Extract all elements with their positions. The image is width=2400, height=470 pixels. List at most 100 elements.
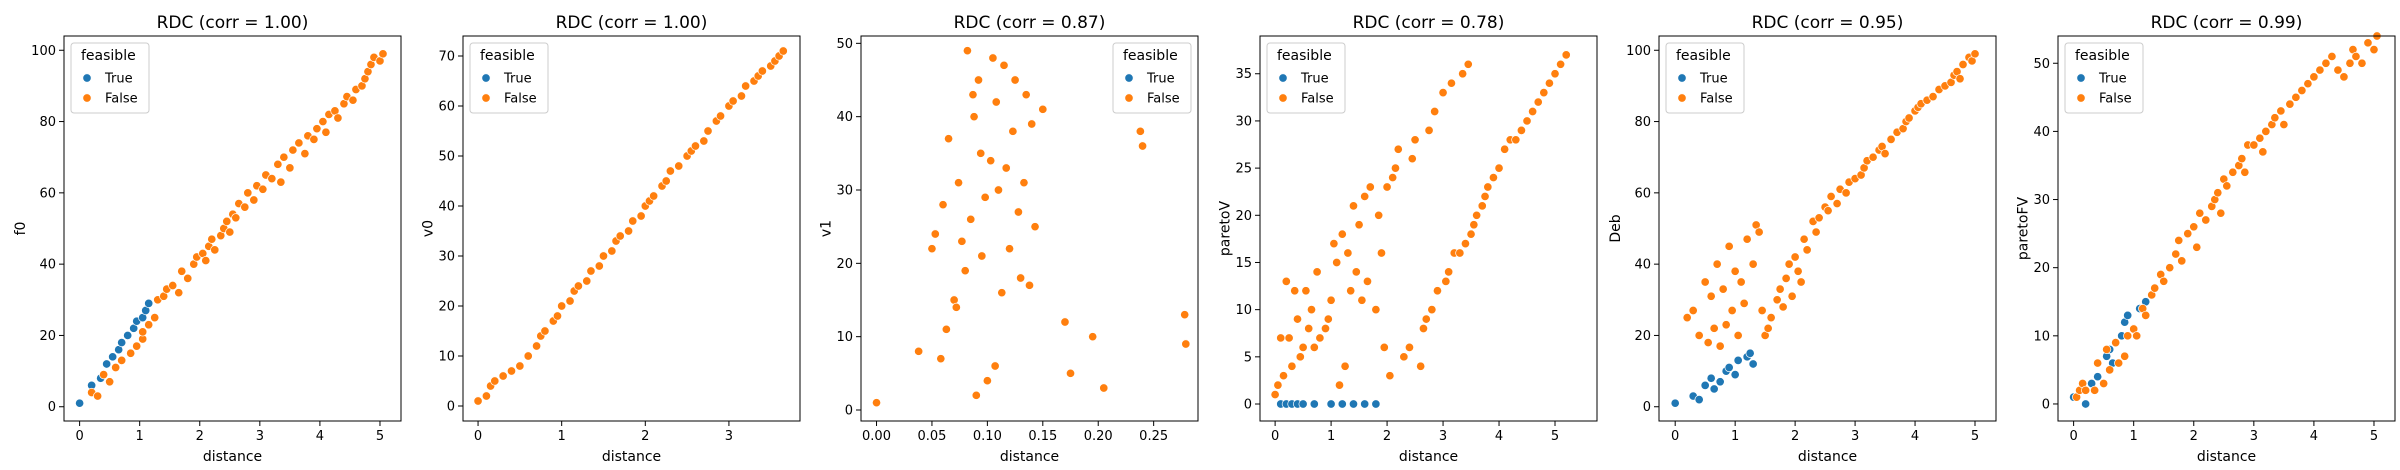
data-point-false [914, 346, 924, 356]
data-point-true [1724, 362, 1734, 373]
data-point-false [2222, 181, 2232, 191]
data-point-false [378, 49, 388, 59]
x-tick-label: 0.10 [973, 429, 1002, 444]
data-point-false [557, 301, 567, 311]
x-tick-label: 3 [725, 429, 733, 444]
y-tick-label: 40 [39, 258, 56, 273]
data-point-true [1348, 399, 1359, 409]
data-point-false [93, 391, 103, 401]
y-tick-label: 0 [1643, 400, 1651, 415]
data-point-false [2237, 154, 2247, 164]
data-point-false [1516, 125, 1526, 135]
data-point-true [1715, 377, 1725, 387]
data-point-false [628, 216, 638, 226]
y-tick-label: 10 [2033, 329, 2050, 344]
data-point-true [1670, 398, 1680, 408]
data-point-false [2165, 263, 2175, 273]
data-point-false [288, 145, 298, 155]
data-point-false [990, 361, 1000, 371]
legend-marker-false [1278, 93, 1288, 103]
data-point-false [2114, 358, 2124, 368]
data-point-false [1332, 257, 1342, 268]
data-point-true [1298, 399, 1308, 409]
data-point-false [1138, 141, 1148, 151]
data-point-false [1301, 286, 1311, 296]
data-point-false [1709, 323, 1719, 333]
data-point-true [108, 352, 118, 362]
data-point-false [105, 377, 115, 387]
data-point-false [481, 391, 491, 401]
data-point-false [1832, 198, 1842, 209]
data-point-false [1694, 330, 1704, 340]
x-tick-label: 0.00 [862, 429, 891, 444]
data-point-false [1013, 207, 1023, 217]
data-point-false [207, 234, 217, 244]
data-point-true [1694, 395, 1704, 405]
data-point-false [1021, 90, 1031, 100]
data-point-false [168, 280, 178, 291]
data-point-false [999, 60, 1009, 70]
y-tick-label: 20 [1634, 329, 1651, 344]
data-point-false [1802, 245, 1812, 255]
data-point-false [991, 97, 1001, 107]
data-point-false [2081, 385, 2091, 395]
data-point-false [871, 398, 882, 408]
data-point-false [2177, 256, 2187, 266]
data-point-false [312, 124, 322, 134]
data-point-false [1446, 78, 1457, 88]
data-point-false [258, 184, 268, 194]
data-point-false [1354, 220, 1364, 230]
data-point-false [132, 341, 142, 351]
data-point-false [1928, 92, 1938, 102]
chart-panel-4: RDC (corr = 0.78) 0 1 2 3 4 5 0 5 10 15 20 25 30 35 dis… [1217, 13, 1598, 465]
data-point-false [973, 75, 984, 85]
data-point-false [962, 46, 972, 56]
data-point-false [1135, 126, 1145, 136]
data-point-false [300, 149, 310, 159]
chart-panel-5: RDC (corr = 0.95) 0 1 2 3 4 5 0 20 40 60 80 100 dista… [1608, 13, 1997, 465]
data-point-false [285, 163, 295, 173]
data-point-false [1781, 273, 1791, 283]
data-point-false [1742, 234, 1752, 244]
data-point-false [954, 178, 964, 188]
y-tick-label: 80 [39, 115, 56, 130]
y-tick-label: 20 [2033, 261, 2050, 276]
data-point-false [1340, 361, 1350, 371]
data-point-false [267, 174, 277, 184]
data-point-false [333, 113, 343, 123]
x-tick-label: 0 [474, 429, 482, 444]
data-point-false [1458, 69, 1468, 79]
data-point-false [201, 256, 211, 266]
data-point-false [2174, 235, 2184, 245]
data-point-false [1522, 116, 1532, 126]
data-point-false [1733, 330, 1743, 340]
data-point-false [1772, 295, 1782, 305]
data-point-false [2327, 51, 2337, 61]
data-point-false [1970, 49, 1980, 59]
legend-marker-true [1278, 73, 1288, 83]
data-point-false [1374, 210, 1384, 220]
x-tick-label: 0 [1671, 429, 1679, 444]
legend-label-true: True [503, 72, 532, 87]
data-point-false [1357, 295, 1367, 305]
y-axis-label: v0 [420, 220, 436, 237]
data-point-false [1787, 291, 1797, 301]
data-point-false [99, 370, 109, 380]
legend-label-false: False [504, 92, 537, 107]
data-point-false [736, 91, 747, 101]
data-point-false [1455, 248, 1465, 258]
data-point-false [1418, 323, 1429, 334]
y-tick-label: 40 [438, 200, 455, 215]
data-point-false [1799, 234, 1809, 244]
x-tick-label: 2 [1383, 429, 1391, 444]
data-point-false [957, 236, 967, 246]
data-point-false [1099, 383, 1109, 393]
data-point-false [2363, 38, 2373, 48]
data-point-false [1754, 227, 1764, 237]
data-point-false [971, 390, 981, 400]
data-point-false [960, 266, 970, 276]
y-axis-label: paretoV [1217, 201, 1233, 257]
x-axis-label: distance [1000, 449, 1059, 465]
data-point-false [532, 341, 542, 351]
data-point-false [2111, 338, 2121, 348]
